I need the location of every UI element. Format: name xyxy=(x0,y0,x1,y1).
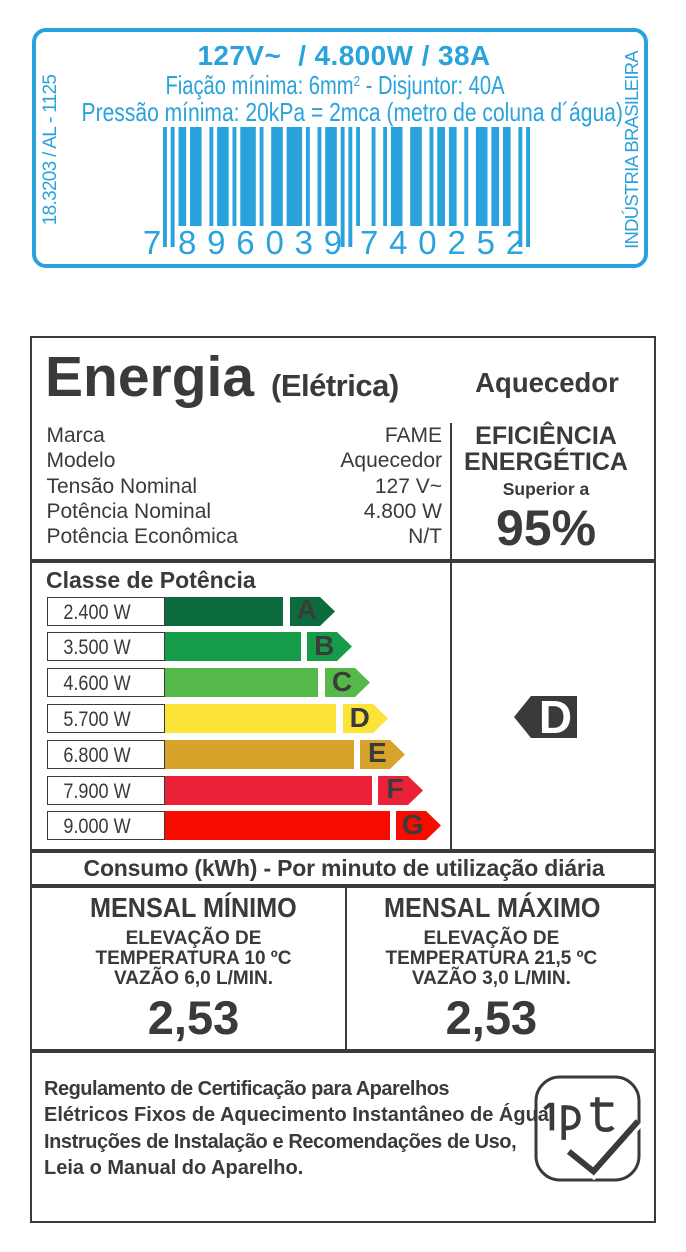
svg-text:D: D xyxy=(539,696,572,738)
